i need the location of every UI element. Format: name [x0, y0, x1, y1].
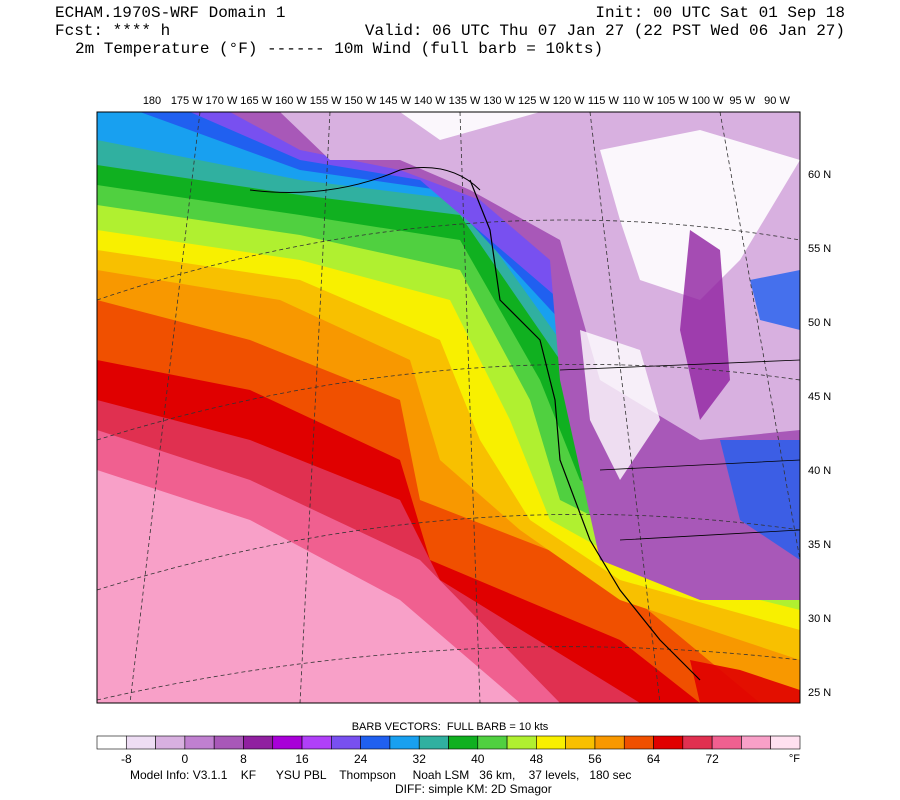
map-frame [96, 111, 801, 704]
longitude-label: 145 W [379, 95, 411, 107]
colorbar-swatch [125, 735, 156, 750]
colorbar-swatch [711, 735, 742, 750]
colorbar-swatch [301, 735, 332, 750]
colorbar-swatch [243, 735, 274, 750]
colorbar-swatch [272, 735, 303, 750]
forecast-hour: Fcst: **** h [55, 22, 170, 40]
colorbar-swatch [770, 735, 801, 750]
colorbar-label: 16 [295, 752, 309, 766]
colorbar: -8 0 8 16 24 32 40 48 56 64 72 °F [96, 735, 801, 766]
colorbar-swatch [565, 735, 596, 750]
latitude-label: 40 N [808, 465, 831, 477]
fields: 2m Temperature (°F) ------ 10m Wind (ful… [75, 40, 603, 58]
colorbar-swatch [360, 735, 391, 750]
colorbar-swatch [506, 735, 537, 750]
colorbar-unit: °F [789, 753, 800, 765]
valid-time: Valid: 06 UTC Thu 07 Jan 27 (22 PST Wed … [365, 22, 845, 40]
longitude-label: 90 W [764, 95, 790, 107]
colorbar-swatch [418, 735, 449, 750]
colorbar-label: -8 [121, 752, 132, 766]
longitude-label: 115 W [588, 95, 620, 107]
colorbar-swatch [389, 735, 420, 750]
longitude-label: 120 W [553, 95, 585, 107]
longitude-label: 165 W [240, 95, 272, 107]
longitude-label: 100 W [692, 95, 724, 107]
colorbar-label: 48 [530, 752, 544, 766]
colorbar-swatch [184, 735, 215, 750]
legend-caption: BARB VECTORS: FULL BARB = 10 kts [352, 721, 549, 733]
colorbar-label: 24 [354, 752, 368, 766]
colorbar-label: 72 [705, 752, 719, 766]
colorbar-swatch [331, 735, 361, 750]
colorbar-swatch [96, 735, 127, 750]
colorbar-swatch [741, 735, 772, 750]
longitude-label: 175 W [171, 95, 203, 107]
colorbar-swatch [155, 735, 186, 750]
colorbar-label: 8 [240, 752, 247, 766]
latitude-label: 60 N [808, 169, 831, 181]
longitude-label: 130 W [483, 95, 515, 107]
colorbar-swatch [682, 735, 713, 750]
latitude-label: 55 N [808, 243, 831, 255]
latitude-label: 25 N [808, 687, 831, 699]
longitude-label: 105 W [657, 95, 689, 107]
longitude-label: 135 W [449, 95, 481, 107]
colorbar-label: 56 [588, 752, 602, 766]
colorbar-swatch [213, 735, 244, 750]
colorbar-label: 64 [647, 752, 661, 766]
colorbar-label: 0 [182, 752, 189, 766]
longitude-label: 160 W [275, 95, 307, 107]
latitude-label: 30 N [808, 613, 831, 625]
longitude-label: 150 W [344, 95, 376, 107]
latitude-label: 50 N [808, 317, 831, 329]
colorbar-swatch [623, 735, 654, 750]
diff-info: DIFF: simple KM: 2D Smagor [395, 782, 552, 796]
colorbar-swatch [477, 735, 508, 750]
temperature-field [97, 112, 800, 703]
latitude-label: 35 N [808, 539, 831, 551]
longitude-label: 140 W [414, 95, 446, 107]
longitude-label: 180 [143, 95, 161, 107]
longitude-label: 125 W [518, 95, 550, 107]
longitude-label: 170 W [206, 95, 238, 107]
longitude-label: 110 W [623, 95, 655, 107]
colorbar-swatch [536, 735, 566, 750]
model-info: Model Info: V3.1.1 KF YSU PBL Thompson N… [130, 768, 631, 782]
init-time: Init: 00 UTC Sat 01 Sep 18 [595, 4, 845, 22]
longitude-label: 155 W [310, 95, 342, 107]
latitude-label: 45 N [808, 391, 831, 403]
colorbar-label: 32 [413, 752, 427, 766]
colorbar-swatch [448, 735, 479, 750]
title: ECHAM.1970S-WRF Domain 1 [55, 4, 285, 22]
colorbar-swatch [653, 735, 684, 750]
colorbar-swatch [594, 735, 625, 750]
colorbar-label: 40 [471, 752, 485, 766]
longitude-label: 95 W [729, 95, 755, 107]
